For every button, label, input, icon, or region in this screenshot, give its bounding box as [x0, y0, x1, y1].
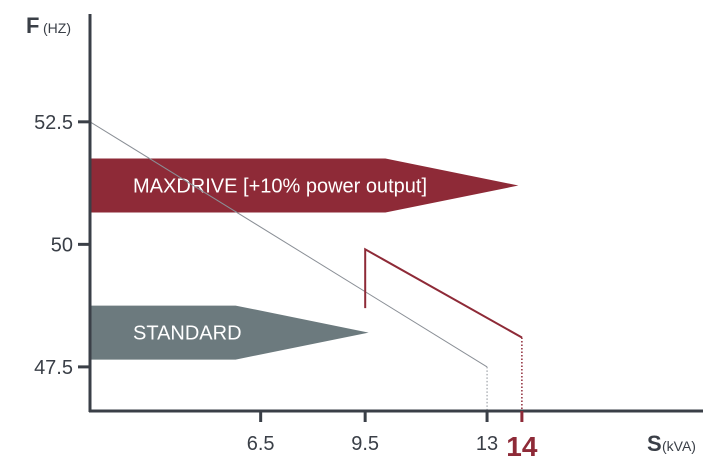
standard-band-label: STANDARD [133, 323, 242, 345]
x-axis-letter: S [647, 431, 662, 456]
maxdrive-band-arrow [90, 158, 519, 213]
series-group [89, 121, 523, 411]
x-tick-label: 6.5 [247, 433, 275, 455]
y-axis-unit: (HZ) [43, 20, 71, 36]
standard-band-arrow [90, 305, 369, 360]
x-tick-label: 9.5 [351, 433, 379, 455]
y-tick-label: 50 [51, 234, 73, 256]
x-axis-unit: (kVA) [662, 438, 696, 454]
maxdrive-droop-line [364, 247, 523, 339]
y-axis-letter: F [26, 13, 39, 38]
y-tick-label: 52.5 [34, 112, 73, 134]
x-tick-label-highlight: 14 [506, 431, 538, 458]
bands: MAXDRIVE [+10% power output] STANDARD [90, 158, 519, 360]
y-tick-label: 47.5 [34, 357, 73, 379]
x-tick-label: 13 [476, 433, 498, 455]
axes: F (HZ) 52.5 50 47.5 6.5 9.5 13 14 S (kVA… [26, 13, 703, 458]
maxdrive-band-label: MAXDRIVE [+10% power output] [133, 176, 427, 198]
standard-droop-line [89, 121, 488, 368]
